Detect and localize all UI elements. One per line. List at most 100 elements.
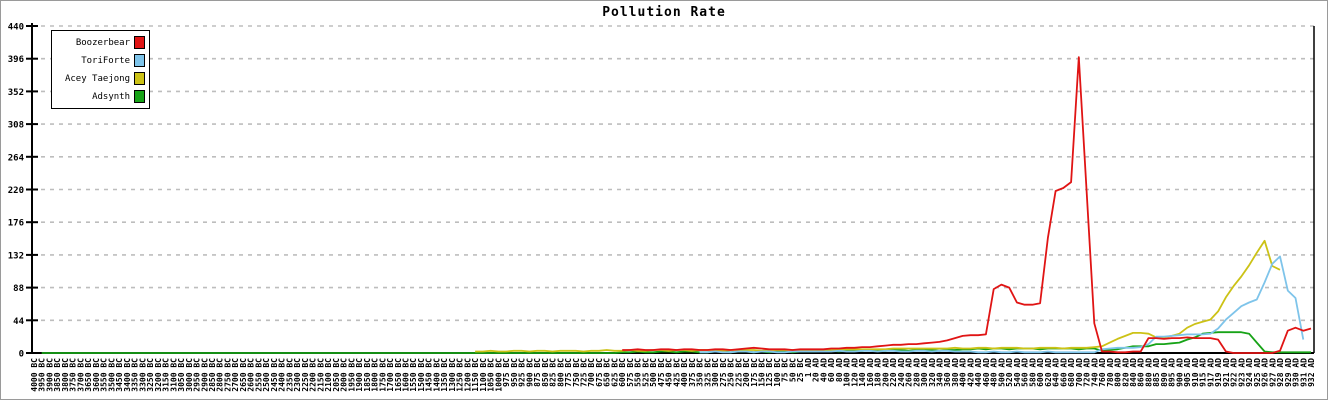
svg-text:40 AD: 40 AD	[819, 358, 828, 382]
svg-text:475 BC: 475 BC	[657, 358, 666, 387]
svg-text:1600 BC: 1600 BC	[401, 358, 410, 392]
svg-text:925 AD: 925 AD	[1253, 358, 1262, 387]
svg-text:2050 BC: 2050 BC	[332, 358, 341, 392]
svg-text:925 BC: 925 BC	[518, 358, 527, 387]
svg-text:1200 BC: 1200 BC	[463, 358, 472, 392]
legend-label-adsynth: Adsynth	[92, 91, 130, 102]
svg-text:500 AD: 500 AD	[997, 358, 1006, 387]
svg-text:25 BC: 25 BC	[796, 358, 805, 382]
legend: Boozerbear ToriForte Acey Taejong Adsynt…	[51, 30, 150, 109]
svg-text:800 AD: 800 AD	[1114, 358, 1123, 387]
svg-text:820 AD: 820 AD	[1121, 358, 1130, 387]
svg-text:2750 BC: 2750 BC	[223, 358, 232, 392]
svg-text:780 AD: 780 AD	[1106, 358, 1115, 387]
svg-text:900 BC: 900 BC	[525, 358, 534, 387]
svg-text:260 AD: 260 AD	[905, 358, 914, 387]
svg-text:180 AD: 180 AD	[874, 358, 883, 387]
svg-text:1850 BC: 1850 BC	[363, 358, 372, 392]
svg-text:1050 BC: 1050 BC	[487, 358, 496, 392]
svg-text:44: 44	[13, 317, 24, 327]
svg-text:160 AD: 160 AD	[866, 358, 875, 387]
svg-text:1550 BC: 1550 BC	[409, 358, 418, 392]
svg-text:1300 BC: 1300 BC	[448, 358, 457, 392]
svg-text:2300 BC: 2300 BC	[293, 358, 302, 392]
legend-label-toriforte: ToriForte	[81, 55, 130, 66]
svg-text:560 AD: 560 AD	[1021, 358, 1030, 387]
svg-text:4000 BC: 4000 BC	[30, 358, 39, 392]
svg-text:650 BC: 650 BC	[603, 358, 612, 387]
legend-swatch-icon	[134, 36, 145, 49]
svg-text:2650 BC: 2650 BC	[239, 358, 248, 392]
svg-text:3250 BC: 3250 BC	[146, 358, 155, 392]
svg-text:60 AD: 60 AD	[827, 358, 836, 382]
svg-text:928 AD: 928 AD	[1276, 358, 1285, 387]
svg-text:3900 BC: 3900 BC	[45, 358, 54, 392]
svg-text:932 AD: 932 AD	[1307, 358, 1316, 387]
svg-text:3500 BC: 3500 BC	[107, 358, 116, 392]
svg-text:923 AD: 923 AD	[1237, 358, 1246, 387]
svg-text:840 AD: 840 AD	[1129, 358, 1138, 387]
svg-text:1 AD: 1 AD	[804, 358, 813, 377]
legend-label-acey-taejong: Acey Taejong	[64, 73, 130, 84]
svg-text:929 AD: 929 AD	[1284, 358, 1293, 387]
svg-text:1450 BC: 1450 BC	[425, 358, 434, 392]
axes	[26, 23, 1315, 354]
series-line-toriforte	[699, 255, 1305, 354]
gridlines	[32, 25, 1314, 322]
svg-text:580 AD: 580 AD	[1028, 358, 1037, 387]
svg-text:100 BC: 100 BC	[773, 358, 782, 387]
svg-text:440: 440	[8, 23, 24, 33]
svg-text:300 BC: 300 BC	[711, 358, 720, 387]
series-line-boozerbear	[622, 56, 1312, 354]
svg-text:100 AD: 100 AD	[843, 358, 852, 387]
svg-text:2800 BC: 2800 BC	[216, 358, 225, 392]
svg-text:3600 BC: 3600 BC	[92, 358, 101, 392]
svg-text:921 AD: 921 AD	[1222, 358, 1231, 387]
svg-text:1350 BC: 1350 BC	[440, 358, 449, 392]
svg-text:900 AD: 900 AD	[1175, 358, 1184, 387]
svg-text:308: 308	[8, 121, 24, 131]
svg-text:2250 BC: 2250 BC	[301, 358, 310, 392]
svg-text:1250 BC: 1250 BC	[456, 358, 465, 392]
svg-text:2500 BC: 2500 BC	[262, 358, 271, 392]
svg-text:917 AD: 917 AD	[1206, 358, 1215, 387]
svg-text:3700 BC: 3700 BC	[76, 358, 85, 392]
svg-text:3050 BC: 3050 BC	[177, 358, 186, 392]
legend-swatch-icon	[134, 72, 145, 85]
svg-text:3300 BC: 3300 BC	[138, 358, 147, 392]
svg-text:2150 BC: 2150 BC	[316, 358, 325, 392]
svg-text:680 AD: 680 AD	[1067, 358, 1076, 387]
svg-text:919 AD: 919 AD	[1214, 358, 1223, 387]
svg-text:931 AD: 931 AD	[1299, 358, 1308, 387]
svg-text:2600 BC: 2600 BC	[247, 358, 256, 392]
svg-text:2700 BC: 2700 BC	[231, 358, 240, 392]
svg-text:675 BC: 675 BC	[595, 358, 604, 387]
svg-text:640 AD: 640 AD	[1052, 358, 1061, 387]
svg-text:80 AD: 80 AD	[835, 358, 844, 382]
svg-text:825 BC: 825 BC	[549, 358, 558, 387]
svg-text:340 AD: 340 AD	[936, 358, 945, 387]
svg-text:3150 BC: 3150 BC	[162, 358, 171, 392]
svg-text:280 AD: 280 AD	[912, 358, 921, 387]
svg-text:875 BC: 875 BC	[533, 358, 542, 387]
legend-label-boozerbear: Boozerbear	[75, 37, 130, 48]
svg-text:860 AD: 860 AD	[1137, 358, 1146, 387]
svg-text:220: 220	[8, 186, 24, 196]
svg-text:890 AD: 890 AD	[1160, 358, 1169, 387]
svg-text:760 AD: 760 AD	[1098, 358, 1107, 387]
svg-text:300 AD: 300 AD	[920, 358, 929, 387]
svg-text:660 AD: 660 AD	[1059, 358, 1068, 387]
svg-text:440 AD: 440 AD	[974, 358, 983, 387]
svg-text:2400 BC: 2400 BC	[278, 358, 287, 392]
svg-text:2100 BC: 2100 BC	[324, 358, 333, 392]
svg-text:922 AD: 922 AD	[1230, 358, 1239, 387]
svg-text:885 AD: 885 AD	[1152, 358, 1161, 387]
svg-text:350 BC: 350 BC	[696, 358, 705, 387]
svg-text:525 BC: 525 BC	[641, 358, 650, 387]
svg-text:500 BC: 500 BC	[649, 358, 658, 387]
svg-text:176: 176	[8, 219, 24, 229]
svg-text:927 AD: 927 AD	[1268, 358, 1277, 387]
svg-text:2000 BC: 2000 BC	[340, 358, 349, 392]
svg-text:1000 BC: 1000 BC	[494, 358, 503, 392]
